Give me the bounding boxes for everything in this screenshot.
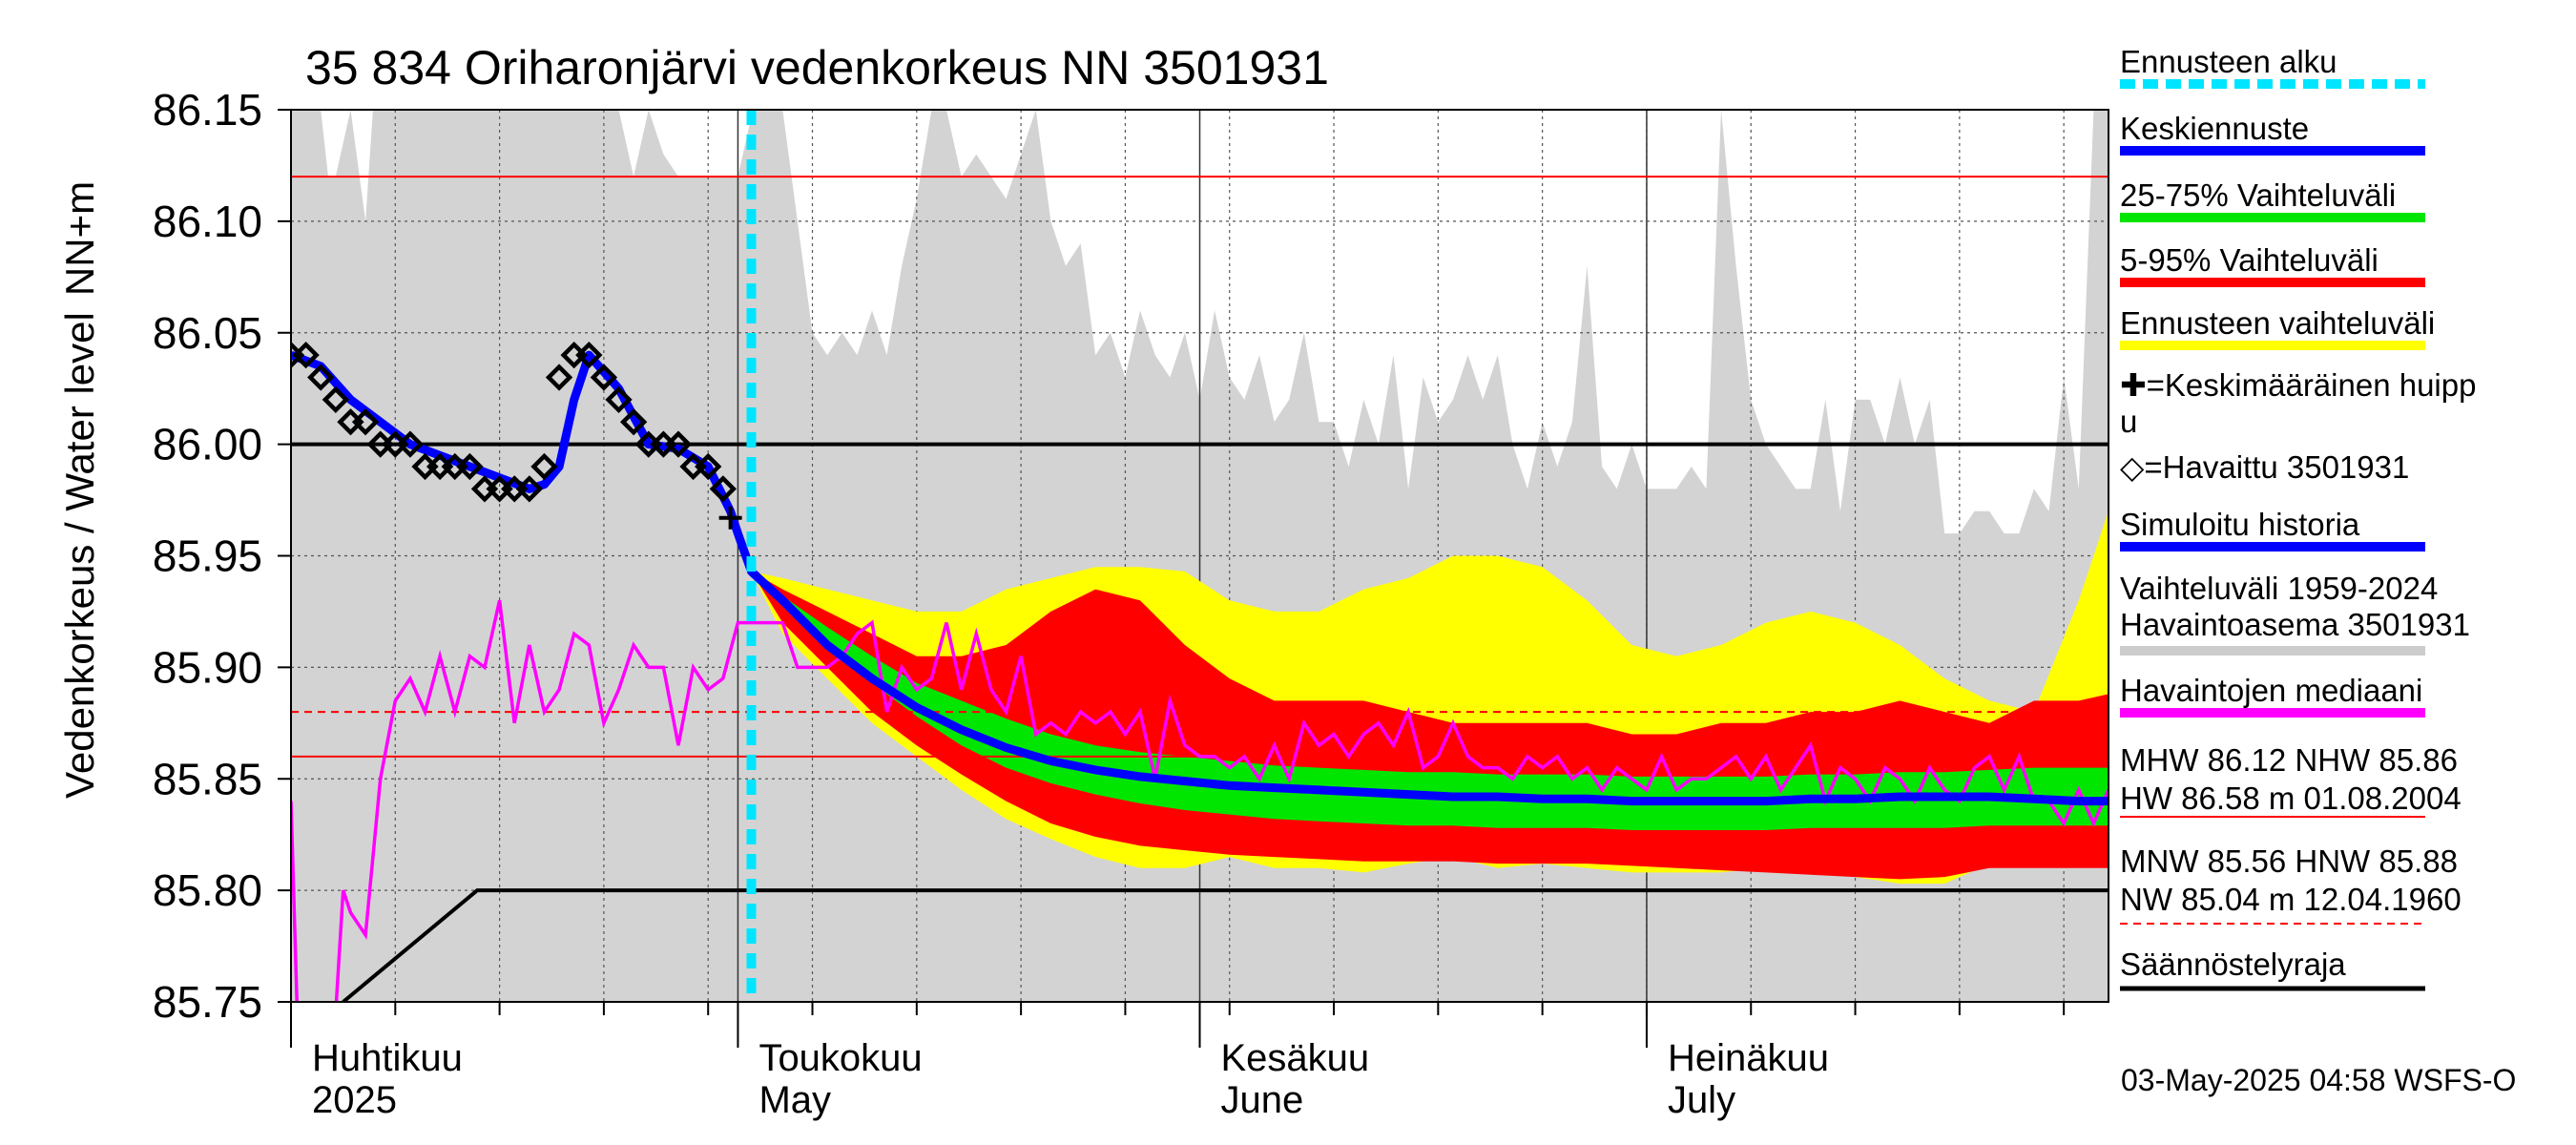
observed-point: [396, 430, 425, 458]
legend-label-keskim-r-inen-huipp: ✚=Keskimääräinen huipp: [2120, 367, 2476, 403]
legend-label-ennusteen-vaihteluv-li: Ennusteen vaihteluväli: [2120, 305, 2435, 341]
legend-label-saannostelyraja: Säännöstelyraja: [2120, 947, 2346, 982]
legend-label-ennusteen-alku: Ennusteen alku: [2120, 44, 2337, 79]
observed-point: [575, 341, 603, 369]
x-tick-label-fi: Huhtikuu: [312, 1037, 463, 1079]
stats-hw: HW 86.58 m 01.08.2004: [2120, 781, 2462, 816]
observed-point: [664, 430, 693, 458]
y-tick-label: 86.05: [153, 308, 262, 358]
observed-point: [695, 452, 722, 481]
y-tick-label: 86.00: [153, 420, 262, 469]
x-tick-label-en: May: [758, 1079, 831, 1121]
legend-label-5-95-vaihteluv-li: 5-95% Vaihteluväli: [2120, 242, 2379, 278]
legend-label-simuloitu-historia: Simuloitu historia: [2120, 507, 2360, 542]
stats-mhw: MHW 86.12 NHW 85.86: [2120, 742, 2458, 778]
legend-label-keskiennuste: Keskiennuste: [2120, 111, 2309, 146]
legend: Ennusteen alku Keskiennuste 25-75% Vaihtel…: [2120, 44, 2476, 991]
observed-point: [456, 452, 484, 481]
plot-area: [291, 110, 2109, 1002]
y-axis-titles: Vedenkorkeus / Water level NN+m: [57, 181, 102, 799]
legend-label-continuation: u: [2120, 404, 2137, 439]
mean-forecast-line: [291, 350, 2109, 806]
legend-label-vaihteluv-li-1959-2024: Vaihteluväli 1959-2024: [2120, 571, 2438, 606]
y-tick-label: 85.90: [153, 642, 262, 692]
axes: 86.15 86.10 86.05 86.00 85.95 85.90 85.85 85.80…: [153, 85, 2066, 1121]
y-tick-label: 85.75: [153, 977, 262, 1027]
y-axis-label-left: Vedenkorkeus / Water level: [57, 312, 102, 799]
observed-point: [322, 385, 350, 414]
observed-point: [351, 408, 380, 436]
y-tick-label: 86.10: [153, 197, 262, 246]
stats-mnw: MNW 85.56 HNW 85.88: [2120, 843, 2458, 879]
x-tick-label-en: 2025: [312, 1079, 397, 1121]
y-tick-label: 85.85: [153, 754, 262, 803]
observed-point: [619, 408, 648, 436]
stats-nw: NW 85.04 m 12.04.1960: [2120, 882, 2462, 917]
regulation-lower-line: [342, 888, 2109, 1002]
x-tick-label-fi: Toukokuu: [758, 1037, 922, 1079]
x-tick-label-en: July: [1668, 1079, 1735, 1121]
x-tick-label-fi: Heinäkuu: [1668, 1037, 1829, 1079]
mean-peak-marker: [718, 506, 742, 530]
y-tick-label: 86.15: [153, 85, 262, 135]
observed-point: [530, 452, 558, 481]
observed-point: [307, 364, 335, 391]
observed-point: [545, 364, 573, 391]
legend-label-havaintojen-mediaani: Havaintojen mediaani: [2120, 673, 2422, 708]
legend-label-havaittu-3501931: ◇=Havaittu 3501931: [2120, 449, 2409, 485]
y-tick-label: 85.95: [153, 531, 262, 581]
legend-label-continuation: Havaintoasema 3501931: [2120, 607, 2470, 642]
chart-title: 35 834 Oriharonjärvi vedenkorkeus NN 350…: [305, 41, 1329, 94]
observed-point: [590, 364, 618, 391]
y-tick-label: 85.80: [153, 865, 262, 915]
median-line: [291, 599, 2109, 1002]
x-tick-label-fi: Kesäkuu: [1221, 1037, 1370, 1079]
observed-point: [709, 475, 737, 503]
y-axis-label-right: NN+m: [57, 181, 102, 296]
x-tick-label-en: June: [1221, 1079, 1304, 1121]
legend-label-25-75-vaihteluv-li: 25-75% Vaihteluväli: [2120, 177, 2396, 213]
observed-point: [515, 475, 544, 503]
observed-point: [605, 385, 633, 414]
timestamp: 03-May-2025 04:58 WSFS-O: [2121, 1063, 2516, 1097]
observed-point: [292, 341, 320, 369]
